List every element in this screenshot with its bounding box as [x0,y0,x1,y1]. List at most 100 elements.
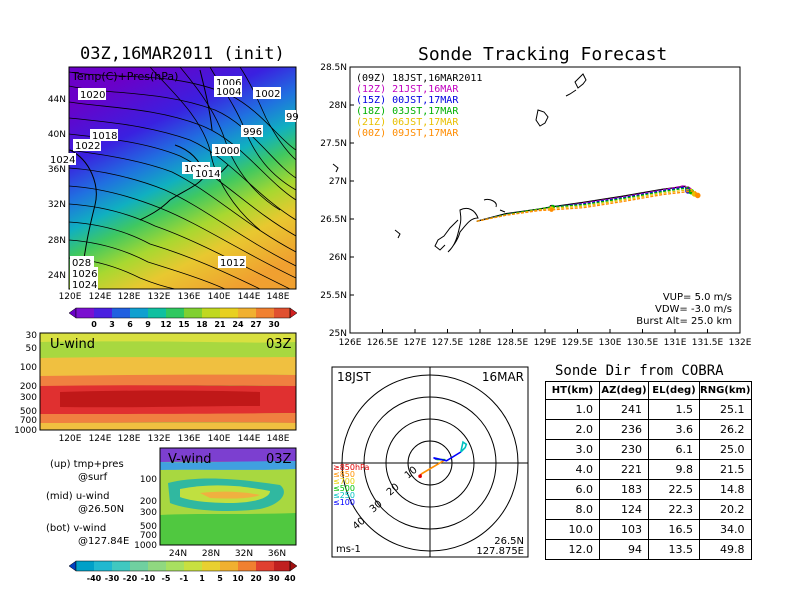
svg-text:32N: 32N [48,200,66,210]
left-map-panel: 1020 1006 1004 1002 1018 996 1022 1000 1… [48,66,299,329]
forecast-vdw: VDW= -3.0 m/s [655,304,732,315]
svg-text:140E: 140E [208,434,231,444]
vwind-panel: V-wind 03Z 100 200 300 500 700 1000 24N … [134,447,297,559]
legend-note-uwind: (mid) u-wind @26.50N [46,491,125,515]
table-cell: 49.8 [699,539,752,560]
svg-text:128E: 128E [118,292,141,302]
y-tick-label: 28N [329,101,347,111]
table-cell: 25.0 [699,439,752,460]
table-cell: 2.0 [545,419,600,440]
svg-text:0: 0 [91,320,97,329]
table-cell: 3.6 [648,419,700,440]
polar-hodograph-lines [418,440,468,478]
svg-text:144E: 144E [238,434,261,444]
pressure-legend-entry: ≤500 [333,484,355,493]
uwind-pressure-ticks: 30 50 100 200 300 500 700 1000 [14,331,37,436]
table-cell: 124 [599,499,649,520]
x-tick-label: 132E [729,338,752,348]
temperature-colorbar-labels: 0 3 6 9 12 15 18 21 24 27 30 [91,320,280,329]
pressure-label: 1022 [75,141,100,152]
forecast-chart: 126E 126.5E 127E 127.5E 128E 128.5E 129E 129.5E… [320,63,752,348]
svg-text:6: 6 [127,320,133,329]
svg-text:30: 30 [26,331,38,341]
vwind-colorbar-labels: -40 -30 -20 -10 -5 -1 1 5 10 20 30 40 [87,574,296,583]
table-row: 12.0 94 13.5 49.8 [545,539,752,560]
forecast-plot-area [349,66,741,334]
svg-text:124E: 124E [89,292,112,302]
svg-text:500: 500 [20,407,37,417]
pressure-label: 1020 [80,90,105,101]
table-cell: 6.1 [648,439,700,460]
legend-entry: (15Z) 00JST,17MAR [356,95,459,106]
svg-text:15: 15 [178,320,190,329]
pressure-label: 1018 [92,131,117,142]
pressure-label: 1000 [214,146,239,157]
svg-text:-1: -1 [180,574,189,583]
table-cell: 221 [599,459,649,480]
svg-text:12: 12 [160,320,171,329]
y-tick-label: 28.5N [320,63,347,73]
table-cell: 103 [599,519,649,540]
svg-text:124E: 124E [89,434,112,444]
left-map-title: 03Z,16MAR2011 (init) [80,44,285,64]
pressure-label: 1012 [220,258,245,269]
table-row: 2.0 236 3.6 26.2 [545,419,752,440]
temperature-colorbar [68,307,298,319]
svg-text:32N: 32N [235,549,253,559]
svg-text:50: 50 [26,344,38,354]
table-cell: 94 [599,539,649,560]
svg-text:500: 500 [140,522,157,532]
svg-text:3: 3 [109,320,115,329]
legend-entry: (09Z) 18JST,16MAR2011 [356,73,483,84]
legend-note-surface: (up) tmp+pres @surf [50,459,124,483]
left-map-lon-ticks: 120E 124E 128E 132E 136E 140E 144E 148E [59,292,290,302]
x-tick-label: 126E [339,338,362,348]
svg-text:1000: 1000 [14,426,37,436]
vwind-time: 03Z [266,452,292,467]
legend-note-vwind: (bot) v-wind @127.84E [46,523,130,547]
table-cell: 21.5 [699,459,752,480]
y-tick-label: 25.5N [320,291,347,301]
pressure-label: 1026 [72,269,97,280]
x-tick-label: 130E [599,338,622,348]
svg-text:120E: 120E [59,434,82,444]
sonde-direction-table: HT(km) AZ(deg) EL(deg) RNG(km) 1.0 241 1.5… [545,381,752,560]
table-header: RNG(km) [699,381,752,400]
svg-text:40N: 40N [48,130,66,140]
table-cell: 1.0 [545,399,600,420]
y-tick-label: 26N [329,253,347,263]
pressure-label: 1024 [50,155,75,166]
y-tick-label: 27N [329,177,347,187]
left-map-field-label: Temp(C)+Pres(hPa) [71,70,178,83]
svg-text:120E: 120E [59,292,82,302]
table-cell: 22.5 [648,479,700,500]
table-cell: 16.5 [648,519,700,540]
polar-unit: ms-1 [336,544,361,555]
svg-text:36N: 36N [48,165,66,175]
polar-pressure-legend: ≥850hPa≤850≤700≤500≤250≤100 [333,463,370,507]
pressure-label: 028 [72,258,91,269]
pressure-label: 1024 [72,280,97,291]
svg-text:28N: 28N [202,549,220,559]
table-cell: 14.8 [699,479,752,500]
polar-hodograph: 10 20 30 40 18JST 16MAR ≥850hPa≤850≤700≤… [331,366,529,558]
svg-text:132E: 132E [148,292,171,302]
pressure-label: 1002 [255,89,280,100]
pressure-legend-entry: ≤700 [333,477,355,486]
svg-text:1000: 1000 [134,541,157,551]
forecast-vup: VUP= 5.0 m/s [663,292,732,303]
x-tick-label: 128.5E [497,338,529,348]
hodograph-start-point [418,474,422,478]
y-tick-label: 27.5N [320,139,347,149]
table-header: HT(km) [545,381,600,400]
table-cell: 1.5 [648,399,700,420]
svg-text:136E: 136E [178,292,201,302]
svg-text:9: 9 [145,320,151,329]
pressure-legend-entry: ≤250 [333,491,355,500]
svg-text:44N: 44N [48,95,66,105]
svg-text:24N: 24N [48,271,66,281]
table-row: 1.0 241 1.5 25.1 [545,399,752,420]
pressure-legend-entry: ≤850 [333,470,355,479]
x-tick-label: 127.5E [432,338,464,348]
table-row: 10.0 103 16.5 34.0 [545,519,752,540]
